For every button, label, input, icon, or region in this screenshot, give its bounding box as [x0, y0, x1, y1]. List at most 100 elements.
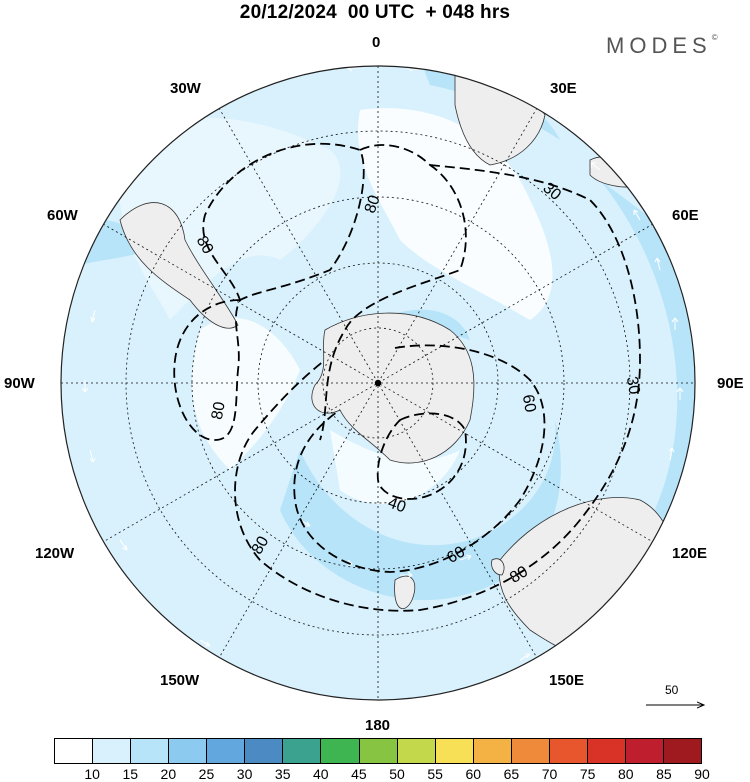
vector: [199, 639, 211, 647]
colorbar-tick-label: 15: [122, 766, 139, 782]
colorbar-swatch: [245, 739, 284, 763]
vector: [90, 309, 96, 323]
lon-label-180: 180: [365, 717, 391, 734]
contour-label: 80: [193, 233, 217, 257]
contour-label: 80: [507, 563, 531, 587]
colorbar-swatch: [93, 739, 132, 763]
lon-label-30e: 30E: [550, 80, 577, 97]
contour-label: 60: [519, 393, 539, 414]
lon-label-30w: 30W: [170, 80, 201, 97]
colorbar-tick-label: 60: [465, 766, 482, 782]
vector: [150, 129, 161, 140]
south-pole-marker: [374, 379, 382, 387]
map-disk: 80 80 80 80 80 60 60 40 30 30: [61, 66, 695, 700]
land-antarctica: [311, 312, 475, 464]
vector: [519, 653, 531, 661]
lon-label-0: 0: [372, 34, 381, 51]
colorbar-swatch: [587, 739, 626, 763]
contour-80-outer: [234, 164, 641, 612]
wind-calm-region-west: [191, 317, 300, 470]
vector: [89, 449, 96, 463]
contour-label: 40: [385, 494, 408, 516]
colorbar: [54, 738, 702, 764]
lon-label-60e: 60E: [672, 207, 699, 224]
contour-label: 80: [362, 193, 384, 216]
brand-logo: MODES©: [606, 33, 718, 59]
land-new-zealand: [394, 575, 416, 610]
map-border: [60, 65, 696, 701]
wind-calm-region-south: [330, 430, 460, 505]
reference-vector-value: 50: [665, 683, 679, 697]
vector: [119, 539, 128, 551]
brand-name: MODES: [606, 33, 712, 58]
meridian-30e-150w: [218, 107, 538, 659]
height-contours: [173, 142, 641, 612]
colorbar-swatch: [207, 739, 246, 763]
vector: [237, 84, 251, 91]
lon-label-60w: 60W: [47, 207, 78, 224]
vector: [668, 447, 675, 461]
colorbar-swatch: [511, 739, 550, 763]
contour-60: [293, 344, 546, 573]
colorbar-tick-label: 35: [274, 766, 291, 782]
colorbar-tick-label: 10: [84, 766, 100, 782]
lon-label-120e: 120E: [672, 545, 708, 562]
vector: [654, 257, 661, 271]
colorbar-tick-label: 40: [313, 766, 329, 782]
meridian-60w-120e: [102, 223, 654, 543]
contour-80-northwest: [173, 142, 365, 441]
lon-label-150e: 150E: [549, 672, 585, 689]
meridian-30w-150e: [218, 107, 538, 659]
contour-label: 30: [623, 375, 643, 396]
colorbar-swatch: [283, 739, 322, 763]
contour-labels: 80 80 80 80 80 60 60 40 30 30: [193, 179, 643, 586]
vector: [81, 380, 89, 393]
colorbar-swatch: [359, 739, 398, 763]
vector: [633, 209, 641, 221]
colorbar-swatch: [473, 739, 512, 763]
colorbar-swatch: [169, 739, 208, 763]
lon-label-90w: 90W: [4, 375, 35, 392]
colorbar-labels: 10 15 20 25 30 35 40 45 50 55 60 65 70 75 80 85 90: [54, 766, 709, 782]
contour-40: [376, 412, 467, 500]
lon-label-90e: 90E: [717, 375, 744, 392]
vector: [459, 554, 472, 561]
lon-label-120w: 120W: [35, 545, 75, 562]
colorbar-tick-label: 50: [389, 766, 405, 782]
colorbar-tick-label: 85: [656, 766, 672, 782]
colorbar-swatch: [435, 739, 474, 763]
vector: [400, 571, 413, 579]
lon-label-150w: 150W: [160, 672, 200, 689]
colorbar-tick-label: 90: [694, 766, 710, 782]
colorbar-swatch: [321, 739, 360, 763]
contour-label: 80: [249, 533, 273, 557]
contour-label: 80: [209, 400, 229, 421]
colorbar-tick-label: 65: [503, 766, 520, 782]
colorbar-tick-label: 70: [541, 766, 558, 782]
meridian-60e-120w: [102, 223, 654, 543]
colorbar-tick-label: 55: [427, 766, 443, 782]
vector: [671, 317, 679, 330]
colorbar-tick-label: 20: [160, 766, 177, 782]
jet-band-south: [280, 420, 561, 601]
vector: [188, 104, 201, 113]
vector: [676, 387, 684, 400]
land-tasmania: [491, 558, 505, 576]
colorbar-tick-label: 45: [351, 766, 367, 782]
colorbar-tick-label: 80: [617, 766, 634, 782]
colorbar-tick-label: 25: [198, 766, 215, 782]
contour-label: 60: [444, 543, 468, 567]
colorbar-swatch: [397, 739, 436, 763]
colorbar-swatch: [131, 739, 170, 763]
colorbar-tick-label: 30: [236, 766, 253, 782]
land-south-america: [119, 202, 239, 329]
colorbar-swatch: [55, 739, 94, 763]
colorbar-swatch: [549, 739, 588, 763]
colorbar-tick-label: 75: [579, 766, 596, 782]
colorbar-swatch: [664, 739, 702, 763]
colorbar-swatch: [625, 739, 664, 763]
map-title: 20/12/2024 00 UTC + 048 hrs: [239, 2, 511, 23]
contour-80-north: [319, 144, 467, 441]
vector: [590, 162, 601, 171]
